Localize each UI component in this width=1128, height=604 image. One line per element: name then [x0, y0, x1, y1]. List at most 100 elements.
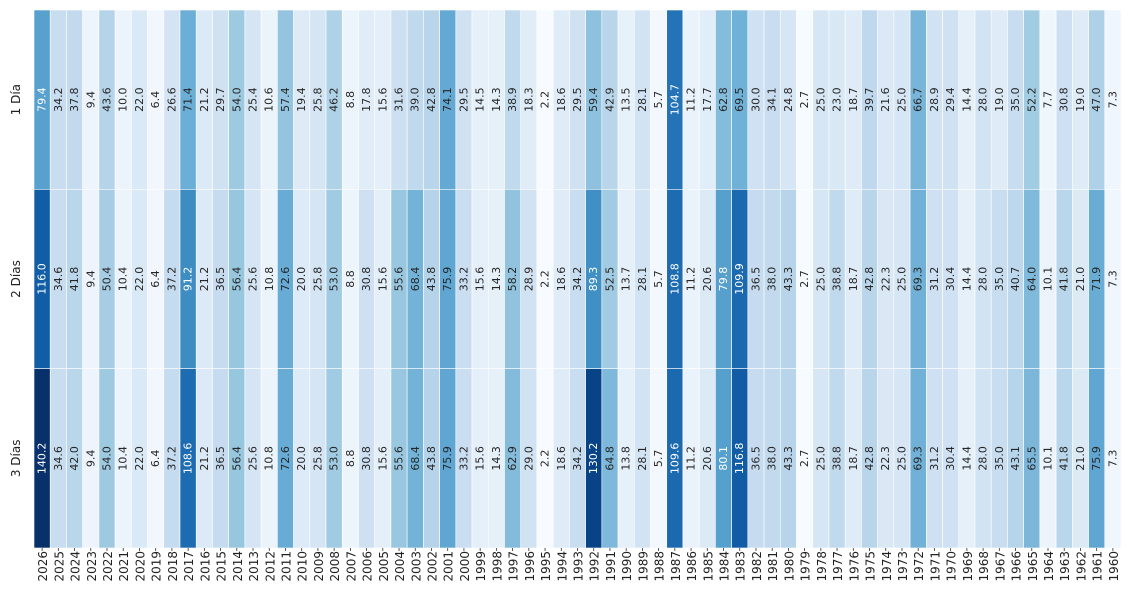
heatmap-cell-value: 2.2 [539, 91, 552, 109]
heatmap-cell-value: 75.9 [441, 267, 454, 292]
heatmap-cell-value: 22.0 [133, 267, 146, 292]
x-tick-label: 2025 [52, 551, 66, 582]
heatmap-cell-value: 8.8 [344, 270, 357, 288]
heatmap-cell-value: 30.4 [944, 446, 957, 471]
heatmap-cell-value: 25.0 [895, 87, 908, 112]
x-tick-label: 1994 [555, 551, 569, 582]
heatmap-cell-value: 20.0 [295, 267, 308, 292]
heatmap-cell-value: 53.0 [328, 267, 341, 292]
y-tick-label: 2 Días [9, 260, 23, 298]
heatmap-cell-value: 42.9 [603, 87, 616, 112]
heatmap-cell-value: 43.3 [782, 446, 795, 471]
heatmap-cell-value: 14.4 [960, 87, 973, 112]
heatmap-cell-value: 71.4 [182, 87, 195, 112]
heatmap-cell-value: 2.7 [798, 91, 811, 109]
heatmap-cell-value: 5.7 [652, 91, 665, 109]
x-axis-tick-labels: 2026 2025 2024 2023 2022 2021 2020 2019 2018 2017… [36, 548, 1121, 582]
heatmap-cell-value: 29.5 [457, 87, 470, 112]
heatmap-cell-value: 64.8 [603, 446, 616, 471]
heatmap-cell-value: 80.1 [717, 446, 730, 471]
heatmap-cell-value: 109.9 [733, 263, 746, 295]
heatmap-cell-value: 21.2 [198, 446, 211, 471]
heatmap-cell-value: 71.9 [1090, 267, 1103, 292]
x-tick-label: 2002 [425, 551, 439, 582]
heatmap-cell-value: 38.8 [831, 446, 844, 471]
x-tick-label: 1961 [1091, 551, 1105, 582]
x-tick-label: 1993 [572, 551, 586, 582]
heatmap-cell-value: 10.0 [117, 87, 130, 112]
heatmap-cell-value: 72.6 [279, 446, 292, 471]
x-tick-label: 1964 [1042, 551, 1056, 582]
x-tick-label: 1998 [490, 551, 504, 582]
heatmap-cell-value: 14.4 [960, 267, 973, 292]
x-tick-label: 1962 [1074, 551, 1088, 582]
heatmap-cell-value: 29.0 [522, 446, 535, 471]
heatmap-cell-value: 69.3 [912, 446, 925, 471]
x-tick-label: 1965 [1026, 551, 1040, 582]
heatmap-cell-value: 79.8 [717, 267, 730, 292]
heatmap-cell-value: 7.3 [1106, 270, 1119, 288]
heatmap-cell-value: 74.1 [441, 87, 454, 112]
heatmap-cell-value: 15.6 [474, 446, 487, 471]
x-tick-label: 1984 [718, 551, 732, 582]
heatmap-cell-value: 38.9 [506, 87, 519, 112]
heatmap-cell-value: 37.2 [165, 446, 178, 471]
x-tick-label: 1967 [993, 551, 1007, 582]
heatmap-cell-value: 11.2 [685, 87, 698, 112]
heatmap-cell-value: 10.8 [263, 446, 276, 471]
heatmap-cell-value: 25.8 [311, 267, 324, 292]
heatmap-cell-value: 33.2 [457, 267, 470, 292]
heatmap-cell-value: 2.2 [539, 450, 552, 468]
heatmap-cell-value: 34.6 [52, 446, 65, 471]
x-tick-label: 1985 [701, 551, 715, 582]
heatmap-cell-value: 36.5 [749, 446, 762, 471]
y-axis-tick-labels: 1 Día 2 Días 3 Días [9, 84, 23, 477]
heatmap-cell-value: 14.3 [490, 87, 503, 112]
x-tick-label: 1981 [766, 551, 780, 582]
heatmap-cell-value: 28.1 [636, 87, 649, 112]
x-tick-label: 1986 [685, 551, 699, 582]
x-tick-label: 1989 [636, 551, 650, 582]
heatmap-cell-value: 89.3 [587, 267, 600, 292]
heatmap-cell-value: 55.6 [393, 446, 406, 471]
heatmap-cell-value: 53.0 [328, 446, 341, 471]
x-tick-label: 1992 [588, 551, 602, 582]
x-tick-label: 1966 [1010, 551, 1024, 582]
heatmap-cell-value: 43.1 [1009, 446, 1022, 471]
x-tick-label: 2026 [36, 551, 50, 582]
heatmap-cell-value: 79.4 [36, 87, 49, 112]
heatmap-cell-value: 28.9 [928, 87, 941, 112]
heatmap-cell-value: 104.7 [668, 84, 681, 116]
x-tick-label: 1977 [831, 551, 845, 582]
heatmap-cell-value: 108.8 [668, 263, 681, 295]
heatmap-cell-value: 6.4 [149, 450, 162, 468]
heatmap-cell-value: 18.3 [522, 87, 535, 112]
heatmap-cell-value: 25.0 [895, 446, 908, 471]
heatmap-cell-value: 13.8 [620, 446, 633, 471]
x-tick-label: 1999 [474, 551, 488, 582]
heatmap-cell-value: 2.7 [798, 450, 811, 468]
heatmap-cell-value: 46.2 [328, 87, 341, 112]
heatmap-cell-value: 23.0 [831, 87, 844, 112]
x-tick-label: 2000 [458, 551, 472, 582]
x-tick-label: 1970 [945, 551, 959, 582]
heatmap-cell-value: 25.6 [247, 446, 260, 471]
heatmap-cell-value: 34.6 [52, 267, 65, 292]
heatmap-cell-value: 10.1 [1041, 267, 1054, 292]
heatmap-cell-value: 54.0 [230, 87, 243, 112]
x-tick-label: 1996 [523, 551, 537, 582]
heatmap-cell-value: 9.4 [84, 450, 97, 468]
heatmap-cell-value: 65.5 [1025, 446, 1038, 471]
heatmap-cell-value: 62.8 [717, 87, 730, 112]
heatmap-cell-value: 35.0 [1009, 87, 1022, 112]
heatmap-cell-value: 69.3 [912, 267, 925, 292]
heatmap-cell-value: 33.2 [457, 446, 470, 471]
heatmap-cell-value: 21.0 [1074, 446, 1087, 471]
heatmap-cell-value: 25.0 [895, 267, 908, 292]
heatmap-cell-value: 31.6 [393, 87, 406, 112]
x-tick-label: 2015 [215, 551, 229, 582]
heatmap-cell-value: 10.4 [117, 446, 130, 471]
x-tick-label: 1960 [1107, 551, 1121, 582]
heatmap-cell-value: 30.8 [360, 267, 373, 292]
heatmap-cell-value: 10.1 [1041, 446, 1054, 471]
